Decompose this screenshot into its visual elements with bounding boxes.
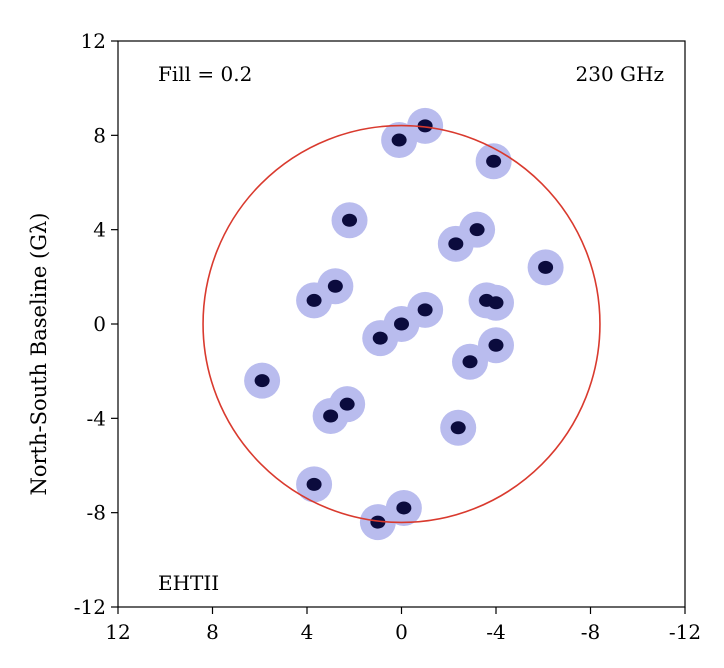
uv-point <box>448 237 464 251</box>
uv-point <box>538 260 554 274</box>
uv-point <box>469 223 485 237</box>
x-tick-label: -4 <box>486 620 505 644</box>
reference-circle <box>202 124 601 524</box>
x-tick-label: 0 <box>395 620 408 644</box>
uv-point <box>417 303 433 317</box>
uv-point <box>323 409 339 423</box>
y-tick-label: -8 <box>87 501 106 525</box>
uv-point <box>306 477 322 491</box>
frequency-annotation: 230 GHz <box>576 62 665 86</box>
y-tick-label: 4 <box>93 218 106 242</box>
x-tick-label: -12 <box>669 620 701 644</box>
x-tick-label: 8 <box>206 620 219 644</box>
uv-point <box>450 421 466 435</box>
x-axis: 12 8 4 0 -4 -8 -12 <box>105 607 701 644</box>
point-layer <box>254 119 554 529</box>
uv-point <box>488 296 504 310</box>
y-tick-label: 12 <box>81 29 106 53</box>
fill-annotation: Fill = 0.2 <box>158 62 252 86</box>
uv-point <box>417 119 433 133</box>
uv-point <box>462 355 478 369</box>
uv-point <box>394 317 409 331</box>
array-annotation: EHTII <box>158 571 219 595</box>
uv-point <box>370 515 386 529</box>
uv-point <box>339 397 355 411</box>
x-tick-label: 12 <box>105 620 130 644</box>
y-tick-label: 0 <box>93 312 106 336</box>
uv-point <box>327 279 343 293</box>
uv-point <box>372 331 388 345</box>
x-tick-label: 4 <box>301 620 314 644</box>
uv-point <box>391 133 407 147</box>
x-tick-label: -8 <box>581 620 600 644</box>
y-tick-label: 8 <box>93 123 106 147</box>
y-tick-label: -4 <box>87 406 106 430</box>
uv-point <box>342 213 358 227</box>
y-tick-label: -12 <box>74 595 106 619</box>
uv-point <box>488 338 504 352</box>
uv-point <box>396 501 412 515</box>
uv-point <box>306 293 322 307</box>
uv-point <box>486 154 502 168</box>
uv-point <box>254 374 270 388</box>
y-axis-label: North-South Baseline (Gλ) <box>27 213 51 496</box>
y-axis: 12 8 4 0 -4 -8 -12 <box>74 29 118 619</box>
